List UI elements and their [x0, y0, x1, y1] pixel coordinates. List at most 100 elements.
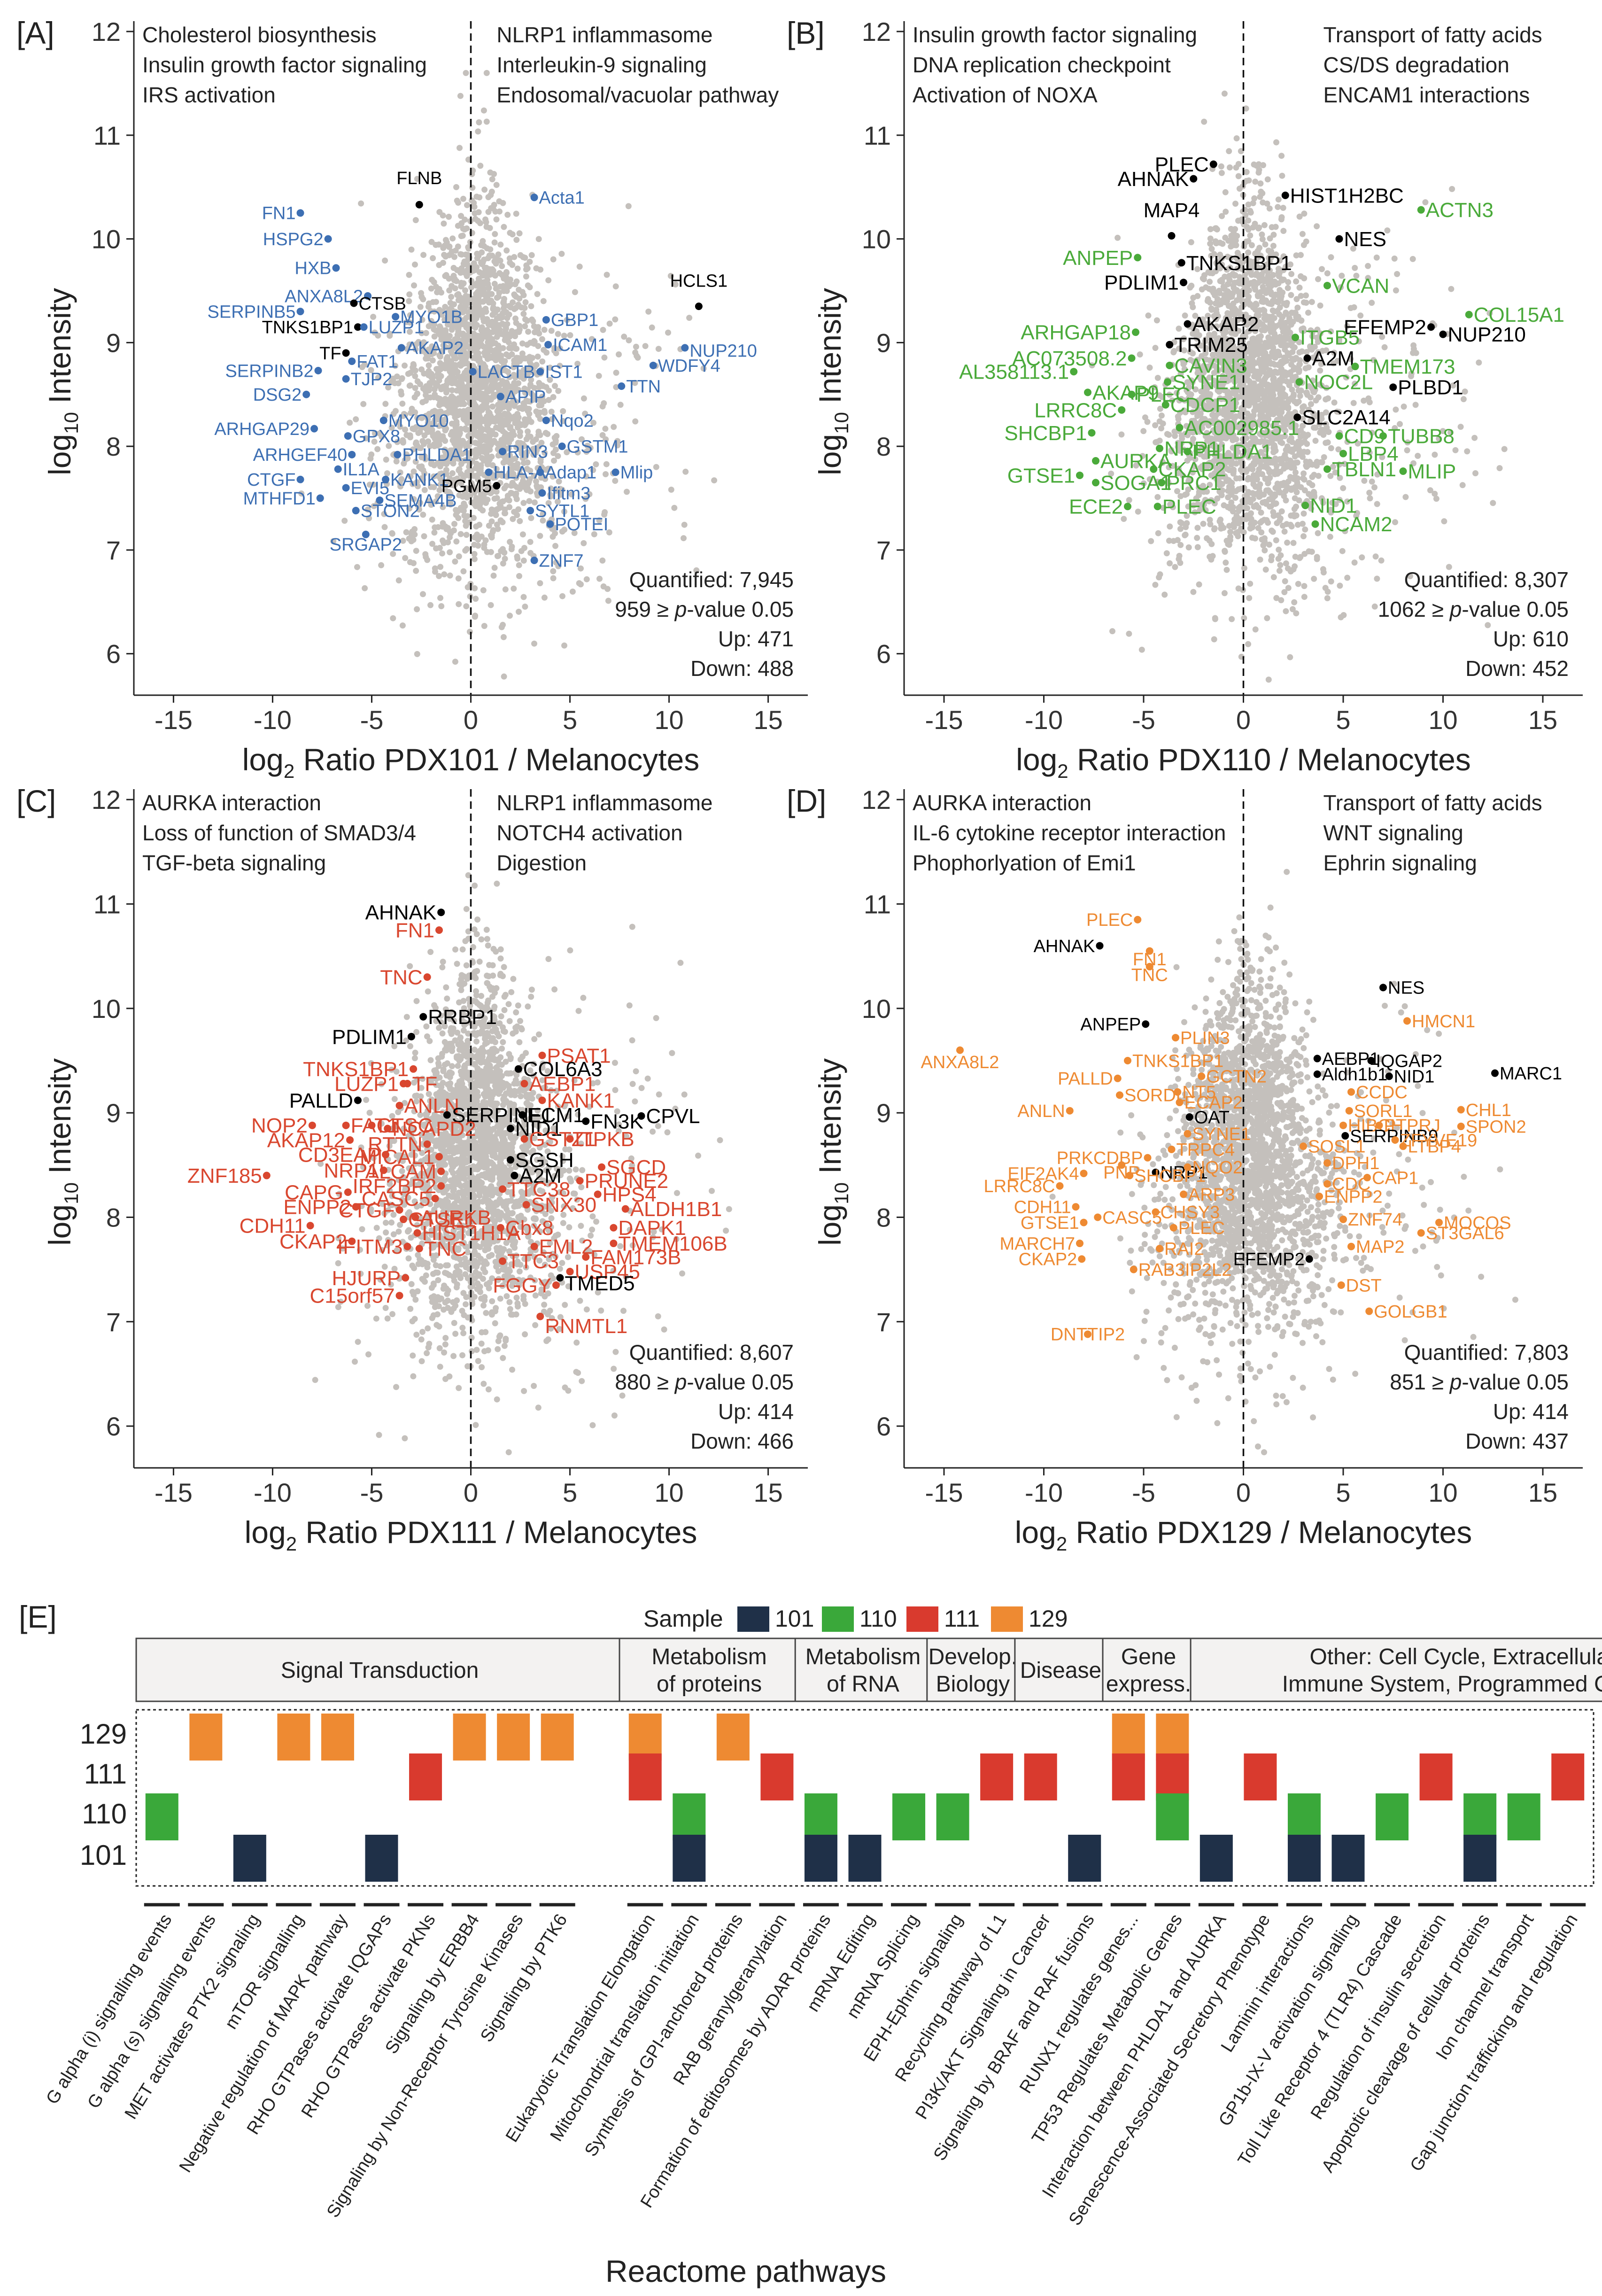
- background-point: [1154, 375, 1161, 381]
- point-label: NOC2L: [1304, 371, 1373, 394]
- background-point: [1288, 292, 1294, 298]
- background-point: [522, 323, 528, 330]
- background-point: [411, 282, 417, 289]
- background-point: [1275, 204, 1281, 210]
- background-point: [476, 422, 483, 429]
- background-point: [489, 403, 496, 410]
- background-point: [1126, 497, 1132, 504]
- background-point: [496, 208, 503, 215]
- highlight-point: [1180, 279, 1187, 287]
- y-axis-title-log: log: [813, 434, 847, 475]
- pathway-right-text: NLRP1 inflammasome: [496, 23, 712, 47]
- background-point: [423, 554, 429, 560]
- background-point: [1266, 358, 1273, 365]
- y-tick-label: 8: [106, 432, 121, 461]
- background-point: [412, 217, 419, 224]
- background-point: [1155, 530, 1161, 536]
- background-point: [1273, 537, 1279, 543]
- background-point: [1260, 284, 1266, 290]
- x-tick-label: 0: [1236, 705, 1251, 735]
- background-point: [1293, 610, 1300, 617]
- background-point: [1201, 118, 1207, 125]
- background-point: [645, 308, 652, 315]
- background-point: [484, 461, 491, 467]
- point-label: HSPG2: [263, 230, 324, 249]
- background-point: [567, 332, 573, 339]
- background-point: [491, 354, 497, 360]
- background-point: [1308, 299, 1315, 305]
- background-point: [1265, 520, 1271, 526]
- point-label: A2M: [1312, 347, 1354, 370]
- background-point: [496, 198, 503, 205]
- background-point: [469, 197, 475, 204]
- background-point: [441, 571, 448, 578]
- point-label: AL358113.1: [959, 361, 1069, 384]
- background-point: [546, 388, 552, 394]
- background-point: [398, 388, 404, 395]
- background-point: [381, 524, 388, 530]
- background-point: [502, 430, 509, 436]
- y-axis-title-text: Intensity: [42, 288, 77, 412]
- background-point: [1257, 493, 1263, 499]
- background-point: [1490, 500, 1496, 506]
- background-point: [549, 534, 556, 540]
- background-point: [525, 328, 532, 335]
- background-point: [1289, 310, 1295, 316]
- background-point: [536, 1031, 542, 1038]
- highlight-point: [352, 507, 360, 515]
- highlight-point: [1323, 281, 1331, 289]
- background-point: [1300, 510, 1307, 517]
- background-point: [496, 326, 503, 333]
- background-point: [505, 353, 512, 360]
- background-point: [1158, 412, 1165, 419]
- point-label: AC002985.1: [1184, 417, 1300, 440]
- background-point: [1177, 559, 1184, 566]
- background-point: [1290, 540, 1297, 546]
- point-label: PHLDA1: [402, 445, 472, 465]
- background-point: [444, 377, 451, 383]
- background-point: [1472, 470, 1478, 476]
- background-point: [1324, 270, 1331, 277]
- highlight-point: [611, 468, 619, 476]
- background-point: [535, 412, 542, 419]
- background-point: [486, 428, 492, 434]
- background-point: [480, 286, 487, 292]
- background-point: [522, 355, 528, 362]
- background-point: [1409, 256, 1416, 262]
- background-point: [390, 551, 396, 557]
- background-point: [1441, 518, 1447, 525]
- background-point: [1300, 470, 1307, 477]
- background-point: [612, 478, 619, 484]
- background-point: [1272, 224, 1279, 230]
- background-point: [414, 390, 420, 397]
- highlight-point: [1158, 479, 1166, 487]
- background-point: [516, 608, 522, 615]
- background-point: [456, 601, 462, 607]
- background-point: [1235, 161, 1242, 167]
- background-point: [492, 431, 499, 438]
- background-point: [1172, 564, 1178, 570]
- background-point: [1283, 608, 1289, 614]
- background-point: [1308, 549, 1315, 555]
- highlight-point: [499, 448, 507, 456]
- background-point: [1392, 519, 1398, 526]
- background-point: [453, 184, 459, 190]
- background-point: [1410, 342, 1417, 349]
- background-point: [502, 586, 509, 593]
- background-point: [1253, 502, 1260, 508]
- highlight-point: [310, 425, 318, 433]
- background-point: [510, 976, 517, 982]
- background-point: [1241, 289, 1248, 295]
- highlight-point: [1177, 259, 1185, 267]
- point-label: Mlip: [620, 463, 653, 483]
- background-point: [1344, 574, 1351, 581]
- background-point: [487, 169, 494, 176]
- background-point: [1225, 238, 1232, 244]
- background-point: [1200, 276, 1207, 282]
- background-point: [515, 302, 522, 308]
- background-point: [1282, 488, 1289, 494]
- background-point: [1281, 465, 1287, 472]
- background-point: [480, 587, 487, 594]
- background-point: [1270, 512, 1277, 519]
